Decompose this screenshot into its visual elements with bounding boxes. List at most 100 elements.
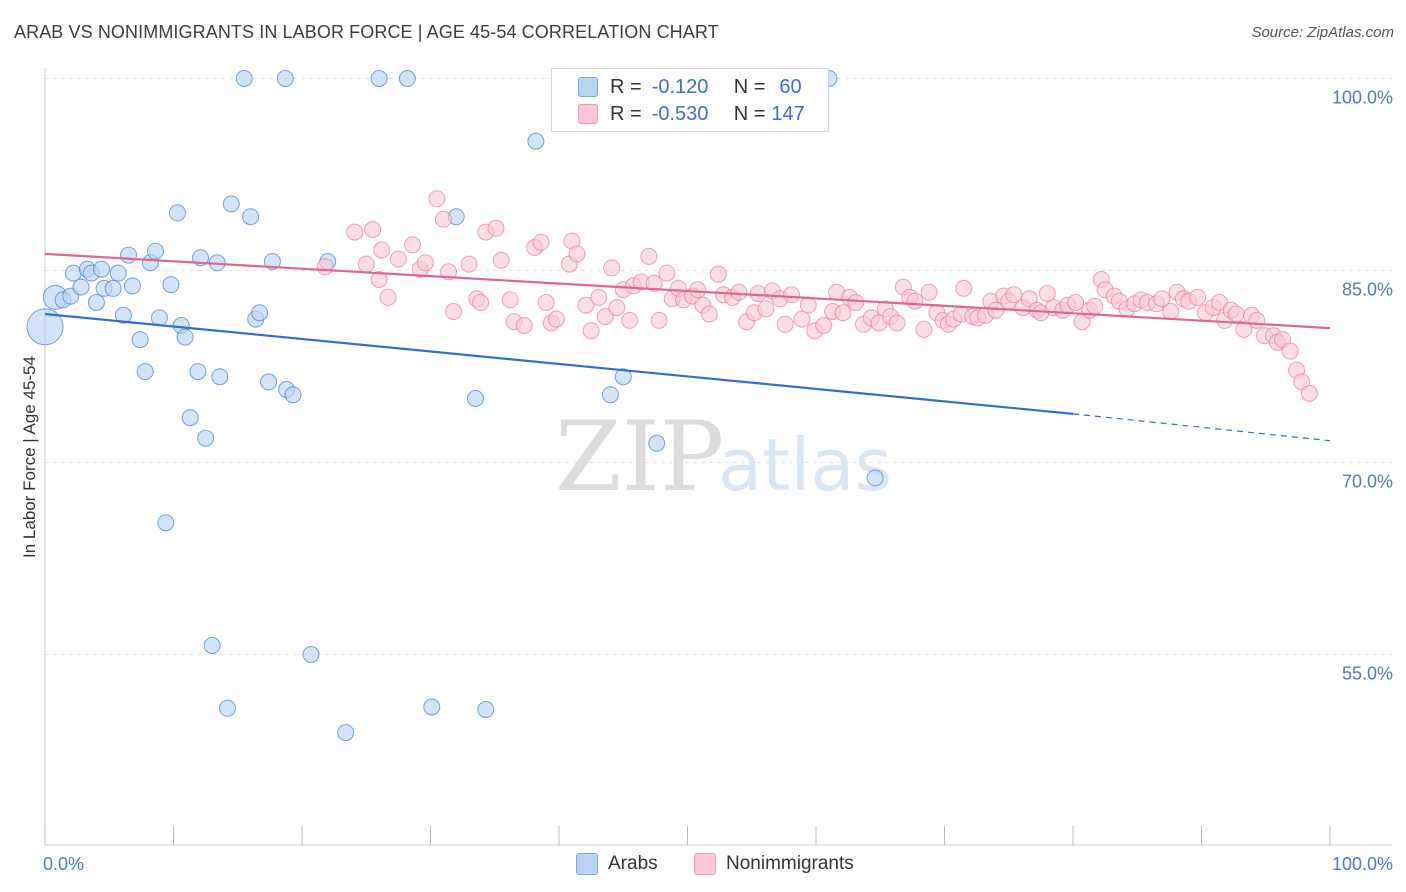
- point-arabs: [26, 308, 64, 346]
- point-arabs: [614, 368, 632, 386]
- point-arabs: [87, 294, 105, 311]
- trend-lines: [44, 252, 1331, 442]
- y-tick-label: 55.0%: [1342, 664, 1393, 684]
- y-tick-label: 85.0%: [1342, 280, 1393, 300]
- point-nonimmigrants: [1038, 285, 1056, 302]
- legend-item-arabs[interactable]: Arabs: [576, 853, 658, 875]
- point-arabs: [162, 276, 180, 294]
- point-arabs: [64, 264, 82, 282]
- x-tick-label: 100.0%: [1332, 854, 1393, 874]
- point-nonimmigrants: [834, 304, 852, 322]
- point-nonimmigrants: [515, 317, 533, 334]
- y-axis-label: In Labor Force | Age 45-54: [20, 356, 39, 558]
- legend-r-value: -0.530: [651, 102, 709, 125]
- point-arabs: [398, 70, 416, 87]
- point-nonimmigrants: [783, 286, 801, 304]
- point-nonimmigrants: [532, 233, 550, 251]
- point-nonimmigrants: [1235, 320, 1253, 338]
- point-nonimmigrants: [440, 263, 457, 281]
- point-arabs: [251, 304, 269, 322]
- point-arabs: [203, 637, 221, 654]
- legend-row-arabs: R = -0.120 N = 60: [552, 74, 802, 100]
- point-nonimmigrants: [1153, 290, 1171, 308]
- legend-label-arabs: Arabs: [608, 853, 658, 874]
- point-nonimmigrants: [1162, 303, 1180, 320]
- legend-item-nonimmigrants[interactable]: Nonimmigrants: [694, 853, 854, 875]
- point-arabs: [189, 363, 207, 381]
- point-nonimmigrants: [547, 310, 565, 328]
- point-arabs: [866, 469, 884, 487]
- chart-title: ARAB VS NONIMMIGRANTS IN LABOR FORCE | A…: [14, 22, 719, 42]
- point-nonimmigrants: [404, 236, 421, 254]
- point-arabs: [527, 132, 545, 150]
- point-nonimmigrants: [346, 223, 364, 241]
- stats-legend: R = -0.120 N = 60 R = -0.530 N = 147: [551, 68, 829, 132]
- point-nonimmigrants: [316, 258, 334, 276]
- legend-swatch-arabs: [578, 77, 598, 97]
- point-arabs: [157, 514, 175, 532]
- point-nonimmigrants: [416, 254, 434, 272]
- point-arabs: [211, 368, 229, 386]
- y-tick-label: 70.0%: [1342, 472, 1393, 492]
- point-arabs: [147, 242, 164, 260]
- legend-r-value: -0.120: [651, 75, 709, 98]
- point-arabs: [423, 698, 441, 716]
- point-nonimmigrants: [1227, 305, 1245, 323]
- point-arabs: [302, 646, 320, 663]
- point-arabs: [467, 390, 484, 407]
- point-arabs: [123, 277, 141, 295]
- point-nonimmigrants: [799, 296, 817, 314]
- point-arabs: [284, 386, 302, 404]
- point-nonimmigrants: [389, 250, 407, 268]
- point-nonimmigrants: [370, 271, 388, 288]
- point-nonimmigrants: [730, 283, 748, 301]
- point-nonimmigrants: [445, 303, 463, 320]
- point-arabs: [93, 260, 110, 278]
- point-arabs: [109, 264, 127, 282]
- legend-r-label: R =: [610, 75, 642, 98]
- point-nonimmigrants: [460, 255, 478, 273]
- point-nonimmigrants: [501, 291, 519, 309]
- point-nonimmigrants: [492, 251, 510, 269]
- data-points: [26, 70, 1318, 742]
- point-nonimmigrants: [1086, 297, 1104, 315]
- watermark-atlas: atlas: [718, 423, 892, 507]
- point-nonimmigrants: [776, 315, 794, 333]
- point-nonimmigrants: [364, 221, 382, 238]
- point-arabs: [601, 386, 619, 404]
- point-arabs: [114, 306, 132, 324]
- point-nonimmigrants: [428, 190, 446, 208]
- trend-line-arabs: [44, 312, 1074, 415]
- legend-label-nonimmigrants: Nonimmigrants: [726, 853, 854, 874]
- point-arabs: [260, 373, 278, 391]
- trend-line-nonimmigrants: [44, 252, 1331, 330]
- legend-n-label: N =: [733, 75, 766, 98]
- point-arabs: [235, 70, 253, 87]
- point-arabs: [276, 70, 294, 87]
- y-tick-labels: 100.0% 85.0% 70.0% 55.0%: [1332, 88, 1393, 684]
- point-nonimmigrants: [603, 259, 621, 277]
- point-nonimmigrants: [608, 299, 626, 317]
- point-arabs: [131, 331, 149, 349]
- point-arabs: [219, 699, 236, 717]
- point-arabs: [337, 724, 355, 742]
- point-nonimmigrants: [357, 255, 375, 273]
- point-nonimmigrants: [749, 285, 767, 302]
- legend-swatch-nonimmigrants: [578, 104, 598, 124]
- watermark-zip: ZIP: [555, 401, 724, 513]
- point-nonimmigrants: [1067, 294, 1085, 311]
- point-arabs: [648, 434, 666, 452]
- point-nonimmigrants: [434, 210, 452, 228]
- point-nonimmigrants: [955, 279, 973, 297]
- watermark: ZIP atlas: [555, 401, 892, 513]
- point-nonimmigrants: [689, 281, 707, 299]
- legend-swatch-arabs: [576, 853, 598, 875]
- point-nonimmigrants: [582, 322, 600, 340]
- series-legend: Arabs Nonimmigrants: [0, 851, 1406, 879]
- point-nonimmigrants: [815, 317, 833, 334]
- source-note: Source: ZipAtlas.com: [1251, 24, 1394, 41]
- point-nonimmigrants: [1300, 384, 1318, 402]
- legend-n-value: 147: [771, 102, 805, 125]
- point-arabs: [104, 279, 122, 297]
- axes: [44, 68, 1392, 846]
